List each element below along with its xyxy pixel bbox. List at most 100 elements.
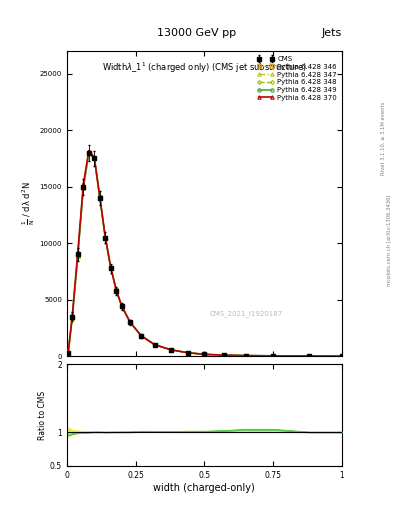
Text: Jets: Jets xyxy=(321,28,342,38)
Pythia 6.428 348 xyxy=(114,288,119,294)
Pythia 6.428 370 xyxy=(307,353,311,359)
Pythia 6.428 370 xyxy=(340,353,344,359)
Pythia 6.428 348 xyxy=(75,252,80,259)
Line: Pythia 6.428 348: Pythia 6.428 348 xyxy=(67,152,343,357)
Line: Pythia 6.428 346: Pythia 6.428 346 xyxy=(66,152,343,358)
Pythia 6.428 370 xyxy=(139,333,143,339)
Pythia 6.428 346 xyxy=(271,353,275,359)
Pythia 6.428 349 xyxy=(119,303,124,309)
Pythia 6.428 347 xyxy=(185,350,190,356)
Pythia 6.428 370 xyxy=(202,351,207,357)
Pythia 6.428 346 xyxy=(92,155,97,161)
Pythia 6.428 347 xyxy=(221,352,226,358)
Pythia 6.428 347 xyxy=(75,252,80,259)
Pythia 6.428 348 xyxy=(271,353,275,359)
Pythia 6.428 349 xyxy=(243,352,248,358)
Pythia 6.428 370 xyxy=(243,352,248,358)
Pythia 6.428 349 xyxy=(92,155,97,161)
Pythia 6.428 347 xyxy=(119,304,124,310)
Pythia 6.428 349 xyxy=(114,287,119,293)
Pythia 6.428 348 xyxy=(221,352,226,358)
Pythia 6.428 370 xyxy=(169,347,174,353)
Pythia 6.428 370 xyxy=(70,312,75,318)
Pythia 6.428 370 xyxy=(75,249,80,255)
Pythia 6.428 349 xyxy=(97,195,102,201)
Line: Pythia 6.428 370: Pythia 6.428 370 xyxy=(66,149,343,358)
Pythia 6.428 349 xyxy=(81,185,86,191)
Pythia 6.428 348 xyxy=(70,314,75,321)
Pythia 6.428 348 xyxy=(86,150,91,156)
Pythia 6.428 349 xyxy=(340,353,344,359)
Pythia 6.428 349 xyxy=(221,352,226,358)
Text: CMS_2021_I1920187: CMS_2021_I1920187 xyxy=(210,310,283,317)
Line: Pythia 6.428 347: Pythia 6.428 347 xyxy=(66,152,343,358)
Pythia 6.428 370 xyxy=(185,350,190,356)
Pythia 6.428 349 xyxy=(108,265,113,271)
Pythia 6.428 349 xyxy=(271,353,275,359)
Pythia 6.428 348 xyxy=(119,304,124,310)
Pythia 6.428 348 xyxy=(185,350,190,356)
Pythia 6.428 348 xyxy=(307,353,311,359)
Pythia 6.428 370 xyxy=(221,352,226,358)
Text: Width$\lambda\_1^1$ (charged only) (CMS jet substructure): Width$\lambda\_1^1$ (charged only) (CMS … xyxy=(102,60,307,75)
Pythia 6.428 346 xyxy=(307,353,311,359)
Pythia 6.428 347 xyxy=(86,150,91,156)
Pythia 6.428 346 xyxy=(114,287,119,293)
Pythia 6.428 349 xyxy=(202,351,207,357)
Text: mcplots.cern.ch [arXiv:1306.3436]: mcplots.cern.ch [arXiv:1306.3436] xyxy=(387,195,392,286)
Pythia 6.428 348 xyxy=(66,350,71,356)
Pythia 6.428 346 xyxy=(202,351,207,357)
Pythia 6.428 370 xyxy=(152,342,157,348)
Line: Pythia 6.428 349: Pythia 6.428 349 xyxy=(66,152,343,358)
Pythia 6.428 349 xyxy=(307,353,311,359)
Pythia 6.428 346 xyxy=(139,332,143,338)
Pythia 6.428 348 xyxy=(340,353,344,359)
Pythia 6.428 346 xyxy=(169,347,174,353)
Pythia 6.428 347 xyxy=(340,353,344,359)
Pythia 6.428 346 xyxy=(243,352,248,358)
Y-axis label: Ratio to CMS: Ratio to CMS xyxy=(38,391,47,440)
Pythia 6.428 370 xyxy=(97,194,102,200)
Pythia 6.428 348 xyxy=(139,333,143,339)
Pythia 6.428 348 xyxy=(108,265,113,271)
Pythia 6.428 370 xyxy=(81,181,86,187)
Pythia 6.428 370 xyxy=(119,303,124,309)
Pythia 6.428 346 xyxy=(152,342,157,348)
Pythia 6.428 346 xyxy=(86,151,91,157)
Pythia 6.428 347 xyxy=(103,234,108,241)
Pythia 6.428 348 xyxy=(169,347,174,353)
Pythia 6.428 348 xyxy=(128,319,132,325)
Pythia 6.428 370 xyxy=(114,287,119,293)
Pythia 6.428 347 xyxy=(108,265,113,271)
Pythia 6.428 348 xyxy=(243,352,248,358)
Pythia 6.428 346 xyxy=(81,185,86,191)
Pythia 6.428 346 xyxy=(340,353,344,359)
Pythia 6.428 348 xyxy=(92,155,97,161)
Pythia 6.428 346 xyxy=(119,303,124,309)
Pythia 6.428 347 xyxy=(202,351,207,357)
Pythia 6.428 346 xyxy=(221,352,226,358)
Pythia 6.428 347 xyxy=(128,319,132,326)
Pythia 6.428 370 xyxy=(92,154,97,160)
Pythia 6.428 370 xyxy=(86,147,91,154)
Pythia 6.428 346 xyxy=(103,234,108,241)
Pythia 6.428 349 xyxy=(139,332,143,338)
Pythia 6.428 349 xyxy=(185,350,190,356)
Pythia 6.428 349 xyxy=(66,350,71,356)
Pythia 6.428 349 xyxy=(169,347,174,353)
Pythia 6.428 347 xyxy=(152,342,157,348)
Pythia 6.428 370 xyxy=(103,234,108,241)
Pythia 6.428 347 xyxy=(114,288,119,294)
Pythia 6.428 370 xyxy=(271,353,275,359)
Pythia 6.428 346 xyxy=(66,350,71,356)
Pythia 6.428 348 xyxy=(152,342,157,348)
Pythia 6.428 346 xyxy=(70,315,75,321)
Pythia 6.428 347 xyxy=(139,333,143,339)
Pythia 6.428 349 xyxy=(75,252,80,259)
Pythia 6.428 347 xyxy=(92,155,97,161)
Pythia 6.428 347 xyxy=(70,314,75,321)
Pythia 6.428 347 xyxy=(243,352,248,358)
Text: 13000 GeV pp: 13000 GeV pp xyxy=(157,28,236,38)
Pythia 6.428 348 xyxy=(97,195,102,201)
Pythia 6.428 349 xyxy=(103,234,108,241)
